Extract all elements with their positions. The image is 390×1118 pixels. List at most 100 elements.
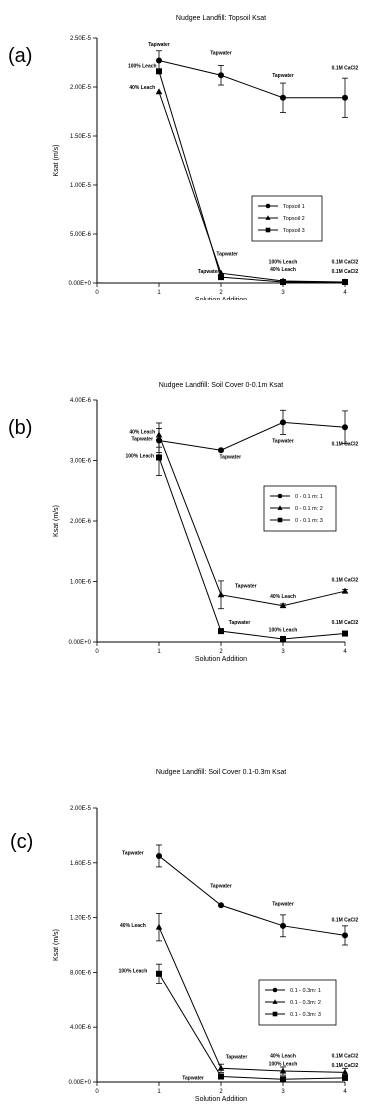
chart-c-data-point — [280, 1076, 286, 1083]
chart-b-series-line — [158, 434, 346, 607]
chart-a-x-tick-label: 2 — [219, 290, 223, 296]
chart-a-annotation: 0.1M CaCl2 — [332, 65, 359, 71]
chart-b-panel-label: (b) — [8, 417, 32, 439]
chart-a-data-point — [156, 57, 162, 64]
chart-b-annotation: 100% Leach — [125, 453, 154, 459]
chart-b-data-point — [218, 628, 224, 635]
chart-c-data-point — [155, 923, 163, 930]
chart-c-data-point — [218, 902, 224, 909]
chart-b-y-tick-label: 0.00E+0 — [68, 640, 91, 646]
chart-c-legend-marker — [272, 987, 278, 993]
chart-b-annotation: Tapwater — [272, 438, 294, 444]
chart-c-svg: Nudgee Landfill: Soil Cover 0.1-0.3m Ksa… — [10, 769, 359, 1103]
chart-b-y-tick-label: 4.00E-6 — [70, 398, 92, 404]
chart-a-annotation: Tapwater — [198, 269, 220, 275]
chart-b-data-point — [217, 591, 225, 598]
chart-c-annotation: Tapwater — [226, 1055, 248, 1061]
chart-c-x-tick-label: 0 — [95, 1089, 99, 1095]
chart-c-data-point — [156, 852, 162, 859]
chart-a-series-line — [158, 60, 345, 99]
chart-b-y-tick-label: 1.00E-6 — [70, 580, 92, 586]
chart-a-y-tick-label: 1.00E-5 — [70, 183, 92, 189]
chart-a-annotation: Tapwater — [210, 51, 232, 57]
chart-a-x-tick-label: 4 — [343, 290, 347, 296]
chart-c-legend-label: 0.1 - 0.3m: 1 — [290, 988, 321, 994]
chart-a-annotation: Tapwater — [272, 73, 294, 79]
chart-c-legend-label: 0.1 - 0.3m: 2 — [290, 1000, 321, 1006]
chart-a-annotation: 40% Leach — [129, 85, 155, 91]
chart-c-y-tick-label: 1.20E-5 — [70, 916, 92, 922]
chart-a-data-point — [342, 94, 348, 101]
chart-b-legend-marker — [277, 505, 283, 510]
chart-c-annotation: Tapwater — [210, 883, 232, 889]
chart-c-y-tick-label: 4.00E-6 — [70, 1025, 92, 1031]
chart-c-x-tick-label: 4 — [343, 1089, 347, 1095]
chart-a-x-tick-label: 1 — [157, 290, 161, 296]
chart-b-data-point — [342, 424, 348, 431]
chart-c-y-tick-label: 2.00E-5 — [70, 806, 92, 812]
chart-c-data-point — [280, 922, 286, 929]
chart-c-title: Nudgee Landfill: Soil Cover 0.1-0.3m Ksa… — [156, 769, 286, 776]
chart-b-data-point — [342, 630, 348, 637]
chart-a-y-tick-label: 5.00E-6 — [70, 232, 92, 238]
chart-a-annotation: 100% Leach — [128, 63, 157, 69]
chart-a-annotation: 40% Leach — [270, 267, 296, 273]
chart-b-x-tick-label: 4 — [343, 649, 347, 655]
chart-b-data-point — [156, 454, 162, 461]
chart-a-data-point — [155, 88, 163, 95]
chart-b-annotation: Tapwater — [220, 455, 242, 461]
chart-a-y-tick-label: 2.50E-5 — [70, 36, 92, 42]
chart-c-data-point — [341, 1068, 349, 1075]
chart-c-legend-label: 0.1 - 0.3m: 3 — [290, 1012, 321, 1018]
chart-c-annotation: 0.1M CaCl2 — [332, 1063, 359, 1069]
chart-a-y-tick-label: 1.50E-5 — [70, 134, 92, 140]
chart-b-data-point — [280, 635, 286, 642]
chart-c-x-axis-title: Solution Addition — [195, 1096, 247, 1103]
chart-a-legend-label: Topsoil 3 — [283, 228, 305, 234]
chart-a-y-tick-label: 0.00E+0 — [68, 281, 91, 287]
chart-c-series-line — [158, 973, 346, 1080]
chart-b-series-line — [158, 457, 346, 640]
chart-b-y-tick-label: 2.00E-6 — [70, 519, 92, 525]
chart-b-data-point — [155, 431, 163, 438]
chart-c-annotation: 100% Leach — [269, 1062, 298, 1068]
chart-b-annotation: 0.1M CaCl2 — [332, 441, 359, 447]
chart-b-annotation: 0.1M CaCl2 — [332, 578, 359, 584]
chart-b-legend-marker — [277, 493, 283, 499]
chart-b-annotation: Tapwater — [235, 584, 257, 590]
chart-b-data-point — [218, 447, 224, 454]
chart-b-y-axis-title: Ksat (m/s) — [53, 505, 60, 537]
chart-c-annotation: Tapwater — [122, 851, 144, 857]
chart-a-annotation: 0.1M CaCl2 — [332, 269, 359, 275]
chart-a-data-point — [218, 72, 224, 79]
chart-c-annotation: 40% Leach — [120, 923, 146, 929]
chart-b-data-point — [341, 587, 349, 594]
chart-b-legend-marker — [277, 517, 283, 523]
chart-b-annotation: 100% Leach — [269, 628, 298, 634]
chart-a-data-point — [156, 68, 162, 75]
chart-a-annotation: Tapwater — [148, 42, 170, 48]
chart-b-x-tick-label: 3 — [281, 649, 285, 655]
chart-b-annotation: Tapwater — [229, 620, 251, 626]
chart-c-panel-label: (c) — [10, 831, 33, 853]
chart-a-data-point — [217, 269, 225, 276]
chart-c-x-tick-label: 1 — [157, 1089, 161, 1095]
chart-c-y-tick-label: 8.00E-6 — [70, 970, 92, 976]
chart-a-panel-label: (a) — [8, 45, 32, 67]
chart-b-data-point — [280, 419, 286, 426]
chart-c-annotation: 0.1M CaCl2 — [332, 1053, 359, 1059]
chart-b-annotation: 0.1M CaCl2 — [332, 620, 359, 626]
chart-c-annotation: 40% Leach — [270, 1053, 296, 1059]
chart-a-y-tick-label: 2.00E-5 — [70, 85, 92, 91]
chart-a-annotation: Tapwater — [216, 252, 238, 258]
chart-c-annotation: 0.1M CaCl2 — [332, 918, 359, 924]
chart-a-legend-label: Topsoil 2 — [283, 216, 305, 222]
chart-a-data-point — [280, 94, 286, 101]
chart-c-y-tick-label: 0.00E+0 — [68, 1080, 91, 1086]
chart-b-data-point — [279, 602, 287, 609]
chart-c-annotation: Tapwater — [182, 1075, 204, 1081]
chart-c-data-point — [342, 1074, 348, 1081]
chart-b-annotation: 40% Leach — [129, 429, 155, 435]
chart-b-y-tick-label: 3.00E-6 — [70, 459, 92, 465]
chart-a-svg: Nudgee Landfill: Topsoil Ksat (a) 0.00E+0 5… — [8, 15, 359, 300]
